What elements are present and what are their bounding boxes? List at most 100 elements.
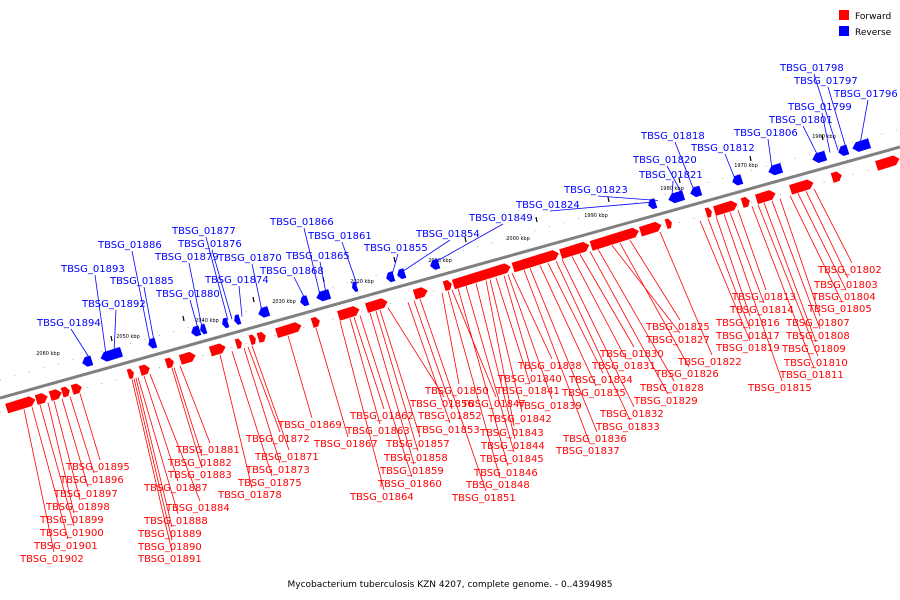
reverse-gene: [838, 144, 850, 156]
gene-shape: [365, 298, 388, 313]
gene-shape: [386, 271, 396, 283]
forward-gene: [789, 179, 814, 195]
leader-line: [375, 311, 419, 452]
forward-gene-label: TBSG_01883: [167, 470, 232, 481]
reverse-gene: [812, 150, 828, 163]
forward-gene-label: TBSG_01844: [480, 441, 545, 452]
leader-line: [465, 285, 515, 453]
forward-gene-label: TBSG_01884: [165, 503, 230, 514]
leader-line: [767, 138, 773, 169]
forward-gene-label: TBSG_01873: [245, 465, 310, 476]
gene-shape: [5, 396, 36, 414]
reverse-gene-label: TBSG_01865: [285, 251, 350, 262]
leader-line: [79, 393, 101, 461]
gene-shape: [148, 337, 158, 349]
leader-line: [579, 254, 635, 348]
leader-line: [131, 379, 173, 553]
reverse-gene-label: TBSG_01801: [768, 115, 833, 126]
reverse-gene-label: TBSG_01894: [36, 318, 101, 329]
leader-line: [171, 367, 203, 469]
gene-shape: [82, 355, 94, 367]
forward-gene-label: TBSG_01839: [517, 401, 582, 412]
reverse-gene-label: TBSG_01861: [307, 231, 372, 242]
gene-shape: [34, 393, 48, 405]
gene-shape: [740, 196, 750, 208]
leader-line: [143, 286, 155, 342]
forward-gene-label: TBSG_01835: [561, 388, 626, 399]
reverse-gene-label: TBSG_01892: [81, 299, 146, 310]
gene-shape: [704, 207, 712, 218]
gene-shape: [690, 185, 703, 198]
forward-gene-label: TBSG_01815: [747, 383, 812, 394]
leader-line: [211, 249, 233, 320]
axis-tick-mark: [393, 256, 396, 263]
leader-line: [247, 346, 281, 433]
leader-line: [597, 249, 675, 382]
forward-gene: [70, 383, 82, 395]
gene-shape: [713, 200, 738, 216]
gene-shape: [352, 281, 359, 293]
forward-gene-label: TBSG_01833: [595, 422, 660, 433]
leader-lines: [23, 73, 869, 553]
axis-tick-label: 2020 kbp: [350, 279, 374, 285]
reverse-gene-label: TBSG_01854: [415, 229, 480, 240]
leader-line: [341, 241, 358, 285]
forward-gene-label: TBSG_01819: [715, 343, 780, 354]
gene-shape: [852, 138, 872, 152]
forward-gene-label: TBSG_01851: [451, 493, 516, 504]
leader-line: [219, 354, 253, 489]
leader-line: [549, 201, 653, 212]
forward-gene-label: TBSG_01888: [143, 516, 208, 527]
axis-tick-mark: [252, 296, 255, 303]
leader-line: [133, 378, 173, 541]
gene-shape: [178, 351, 196, 365]
forward-gene-label: TBSG_01862: [349, 411, 414, 422]
forward-gene-label: TBSG_01804: [811, 292, 876, 303]
forward-gene-label: TBSG_01827: [645, 335, 710, 346]
leader-line: [699, 220, 751, 342]
forward-gene-label: TBSG_01895: [65, 462, 130, 473]
axis-tick-label: 1980 kbp: [660, 186, 684, 192]
leader-line: [821, 112, 831, 153]
gene-shape: [316, 289, 332, 302]
leader-line: [827, 86, 847, 149]
leader-line: [31, 406, 69, 540]
legend-reverse-label: Reverse: [855, 28, 892, 38]
reverse-gene-label: TBSG_01824: [515, 200, 580, 211]
leader-line: [495, 277, 531, 385]
forward-gene-label: TBSG_01856: [409, 399, 474, 410]
reverse-gene-label: TBSG_01870: [217, 253, 282, 264]
forward-gene-label: TBSG_01887: [143, 483, 208, 494]
forward-gene-label: TBSG_01852: [417, 411, 482, 422]
leader-line: [113, 309, 117, 353]
leader-line: [475, 283, 516, 440]
leader-line: [188, 262, 203, 328]
forward-gene-label: TBSG_01814: [729, 305, 794, 316]
reverse-gene-label: TBSG_01866: [269, 217, 334, 228]
gene-shape: [754, 190, 776, 205]
gene-shape: [248, 334, 256, 346]
forward-gene-label: TBSG_01845: [479, 454, 544, 465]
forward-gene: [664, 218, 672, 230]
gene-shape: [337, 306, 360, 321]
forward-gene-label: TBSG_01863: [345, 426, 410, 437]
leader-line: [149, 374, 201, 502]
forward-gene-label: TBSG_01881: [175, 445, 240, 456]
leader-line: [349, 318, 381, 425]
forward-gene-label: TBSG_01817: [715, 331, 780, 342]
reverse-gene: [768, 163, 784, 176]
leader-line: [94, 274, 107, 355]
axis-ticks: 1960 kbp 1970 kbp 1980 kbp 1990 kbp 2000 kbp…: [36, 134, 836, 357]
leader-line: [539, 265, 597, 387]
forward-gene-label: TBSG_01896: [59, 475, 124, 486]
forward-gene-label: TBSG_01802: [817, 265, 882, 276]
forward-gene-label: TBSG_01878: [217, 490, 282, 501]
forward-gene-label: TBSG_01811: [779, 370, 844, 381]
leader-line: [205, 236, 229, 321]
leader-line: [779, 198, 821, 317]
forward-gene-label: TBSG_01872: [245, 434, 310, 445]
reverse-gene-label: TBSG_01812: [690, 143, 755, 154]
leader-line: [379, 309, 421, 438]
gene-shape: [234, 338, 242, 350]
leader-line: [555, 260, 631, 421]
